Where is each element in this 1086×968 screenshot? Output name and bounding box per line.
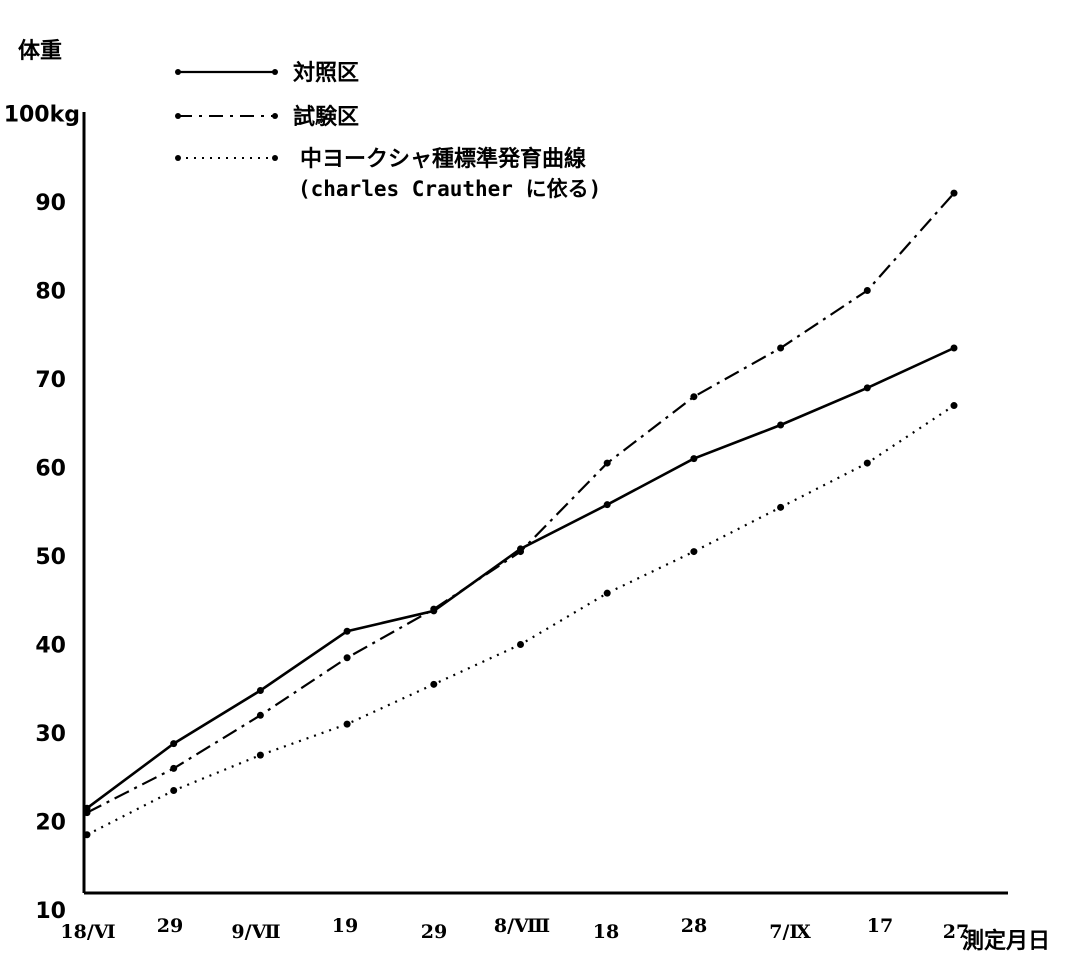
series-line-standard: [86, 404, 955, 836]
data-point: [950, 189, 958, 197]
data-point: [170, 787, 178, 795]
data-point: [170, 740, 178, 748]
data-point: [343, 627, 351, 635]
data-point: [83, 831, 91, 839]
data-series: [83, 189, 958, 839]
data-point: [170, 764, 178, 772]
legend-note-standard: (charles Crauther に依る): [298, 177, 601, 201]
y-tick-label: 90: [35, 191, 66, 216]
y-tick-label: 30: [35, 722, 66, 747]
data-point: [603, 501, 611, 509]
y-tick-label: 80: [35, 280, 66, 305]
x-tick-label: 27: [943, 921, 969, 943]
data-point: [83, 809, 91, 817]
legend-item-control: 対照区: [175, 61, 359, 86]
x-tick-label: 8/Ⅷ: [494, 915, 550, 937]
x-axis-title: 測定月日: [962, 928, 1050, 954]
series-line-control: [86, 346, 955, 810]
legend-item-standard: 中ヨークシャ種標準発育曲線 (charles Crauther に依る): [175, 146, 601, 201]
x-tick-label: 18/Ⅵ: [60, 921, 115, 943]
data-point: [777, 344, 785, 352]
y-tick-label: 40: [35, 634, 66, 659]
data-point: [256, 751, 264, 759]
y-tick-label: 60: [35, 457, 66, 482]
y-tick-labels: 100kg 90 80 70 60 50 40 30 20 10: [4, 103, 80, 925]
series-line-test: [86, 192, 955, 814]
y-tick-label: 10: [35, 899, 66, 924]
data-point: [256, 687, 264, 695]
data-point: [863, 384, 871, 392]
data-point: [343, 720, 351, 728]
data-point: [863, 459, 871, 467]
data-point: [517, 641, 524, 648]
data-point: [777, 503, 785, 511]
data-point: [603, 459, 611, 467]
x-tick-labels: 18/Ⅵ 29 9/Ⅶ 19 29 8/Ⅷ 18 28 7/Ⅸ 17 27: [60, 915, 969, 943]
y-tick-label: 70: [35, 368, 66, 393]
y-tick-label: 20: [35, 811, 66, 836]
x-tick-label: 17: [867, 915, 893, 937]
legend-label-test: 試験区: [293, 104, 359, 130]
x-tick-label: 7/Ⅸ: [769, 921, 811, 943]
data-point: [517, 548, 524, 556]
data-point: [777, 421, 785, 429]
data-point: [690, 393, 698, 401]
y-axis-title: 体重: [18, 39, 62, 64]
x-tick-label: 19: [332, 915, 358, 937]
data-point: [430, 680, 438, 688]
x-tick-label: 29: [157, 915, 183, 937]
x-tick-label: 28: [681, 915, 707, 937]
x-tick-label: 9/Ⅶ: [231, 921, 280, 943]
data-point: [430, 605, 438, 613]
x-tick-label: 18: [593, 921, 619, 943]
data-point: [256, 711, 264, 719]
legend-label-control: 対照区: [293, 61, 359, 86]
data-point: [603, 589, 611, 597]
y-tick-label: 50: [35, 545, 66, 570]
y-tick-label: 100kg: [4, 103, 80, 128]
legend-item-test: 試験区: [175, 104, 359, 130]
legend-label-standard: 中ヨークシャ種標準発育曲線: [300, 146, 586, 172]
data-point: [690, 455, 698, 463]
legend: 対照区 試験区 中ヨークシャ種標準発育曲線 (charles Crauther …: [175, 61, 601, 201]
data-point: [950, 402, 958, 410]
data-point: [343, 654, 351, 662]
data-point: [863, 287, 871, 294]
data-point: [950, 344, 958, 352]
x-tick-label: 29: [421, 921, 447, 943]
data-point: [690, 548, 698, 556]
